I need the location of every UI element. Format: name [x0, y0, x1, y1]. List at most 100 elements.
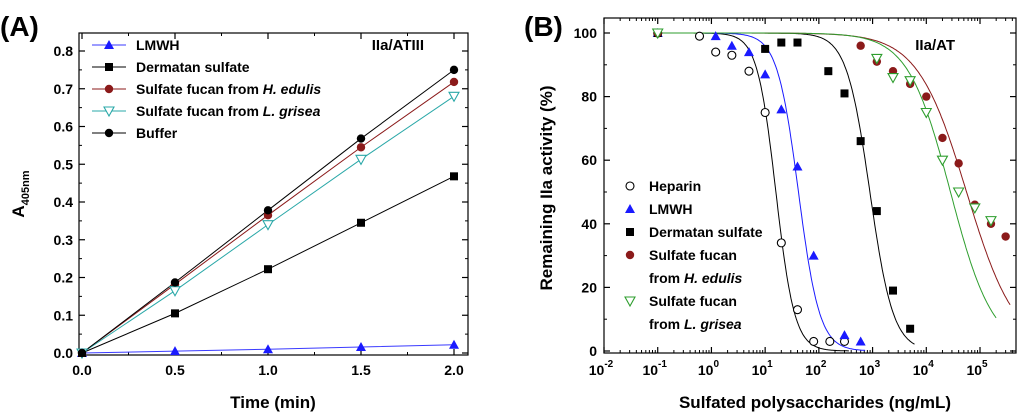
data-point-buffer	[263, 206, 273, 215]
data-point-sulfate-fucan-from-l-grisea	[936, 155, 949, 167]
tick-exponent: 3	[875, 359, 881, 370]
data-point-sulfate-fucan-from-l-grisea	[262, 220, 274, 231]
panel-b-x-tick-label: 103	[859, 359, 881, 378]
panel-b-markers	[651, 28, 1010, 347]
legend-label-part: from	[649, 316, 684, 332]
data-point-buffer	[170, 278, 180, 287]
tick-exponent: 0	[713, 359, 719, 370]
legend-label-heparin: Heparin	[649, 178, 701, 194]
data-point-sulfate-fucan-from-l-grisea	[870, 53, 883, 65]
panel-a-plot-frame	[78, 32, 469, 356]
legend-label-lmwh: LMWH	[136, 37, 180, 53]
panel-a-y-axis-title-group: A405nm	[9, 170, 32, 217]
panel-b-x-tick-label: 10-1	[642, 359, 667, 378]
data-point-heparin	[727, 50, 737, 60]
panel-b-y-tick-label: 20	[581, 279, 597, 295]
panel-a-y-tick-label: 0.5	[54, 156, 74, 172]
panel-b-x-tick-label: 105	[966, 359, 988, 378]
data-point-lmwh	[356, 341, 366, 351]
panel-b-x-tick-label: 10-2	[589, 359, 614, 378]
legend-label-part: Dermatan sulfate	[136, 59, 250, 75]
tick-exponent: -1	[658, 359, 667, 370]
panel-a-x-axis-title: Time (min)	[230, 393, 316, 412]
data-point-lmwh	[855, 336, 866, 346]
data-point-dermatan-sulfate	[824, 67, 833, 76]
panel-b-y-tick-label: 40	[581, 216, 597, 232]
tick-base: 10	[966, 362, 982, 378]
data-point-heparin	[825, 336, 835, 347]
data-point-sulfate-fucan-from-l-grisea	[968, 203, 981, 215]
panel-b-x-axis-title: Sulfated polysaccharides (ng/mL)	[679, 393, 951, 412]
data-point-dermatan-sulfate	[889, 286, 898, 295]
data-point-lmwh	[710, 31, 721, 41]
panel-b-y-tick-label: 80	[581, 89, 597, 105]
legend-label-part: Sulfate fucan	[649, 293, 737, 309]
data-point-sulfate-fucan-from-l-grisea	[985, 216, 997, 227]
legend-marker-lmwh	[625, 204, 635, 213]
tick-exponent: 5	[982, 359, 988, 370]
panel-b-y-tick-label: 60	[581, 152, 597, 168]
data-point-sulfate-fucan-from-h-edulis	[938, 133, 947, 143]
data-point-dermatan-sulfate	[872, 207, 881, 216]
tick-base: 10	[752, 362, 768, 378]
data-point-lmwh	[760, 69, 771, 79]
legend-label-part: Buffer	[136, 125, 178, 141]
panel-a-y-tick-label: 0.0	[54, 345, 74, 361]
legend-label-part: LMWH	[649, 201, 693, 217]
data-point-dermatan-sulfate	[793, 38, 802, 47]
data-point-sulfate-fucan-from-h-edulis	[954, 159, 963, 168]
data-point-heparin	[694, 31, 705, 41]
legend-label-part: Heparin	[649, 178, 701, 194]
legend-label-sulfate-fucan-from-l-grisea: from L. grisea	[649, 316, 742, 332]
data-point-dermatan-sulfate	[450, 172, 458, 181]
panel-b-x-tick-label: 104	[913, 359, 935, 378]
tick-base: 10	[589, 362, 605, 378]
legend-label-sulfate-fucan-from-l-grisea: Sulfate fucan from L. grisea	[136, 103, 321, 119]
data-point-buffer	[77, 348, 87, 358]
legend-marker-dermatan-sulfate	[626, 228, 634, 236]
data-point-lmwh	[449, 339, 459, 349]
legend-label-part: H. edulis	[684, 270, 743, 286]
legend-label-part: LMWH	[136, 37, 180, 53]
data-point-lmwh	[808, 250, 819, 260]
data-point-dermatan-sulfate	[906, 324, 915, 333]
data-point-heparin	[809, 336, 819, 347]
panel-a-y-tick-label: 0.2	[54, 270, 74, 286]
panel-b-corner-label: IIa/AT	[915, 37, 955, 54]
panel-b-y-tick-label: 0	[589, 343, 597, 359]
panel-a-y-axis-title: A405nm	[9, 170, 32, 217]
panel-a-legend: LMWH Dermatan sulfate Sulfate fucan from H…	[92, 37, 321, 141]
tick-base: 10	[859, 362, 875, 378]
data-point-sulfate-fucan-from-h-edulis	[449, 77, 459, 87]
data-point-heparin	[744, 66, 754, 76]
legend-marker-buffer	[104, 128, 114, 138]
data-point-dermatan-sulfate	[856, 137, 865, 146]
data-point-dermatan-sulfate	[777, 38, 786, 47]
legend-label-part: from	[649, 270, 684, 286]
legend-label-part: Sulfate fucan from	[136, 103, 263, 119]
panel-b: (B) IIa/AT Sulfated polysaccharides (ng/…	[524, 11, 1017, 412]
panel-a-x-tick-label: 0.5	[165, 362, 185, 378]
panel-a-label: (A)	[0, 11, 39, 42]
legend-label-part: H. edulis	[263, 81, 322, 97]
panel-a-x-tick-label: 1.0	[258, 362, 278, 378]
panel-a-x-tick-label: 1.5	[351, 362, 371, 378]
panel-a-y-axis-title-sub: 405nm	[20, 170, 32, 205]
series-line-dermatan-sulfate	[81, 175, 455, 354]
legend-label-dermatan-sulfate: Dermatan sulfate	[649, 224, 763, 240]
panel-a-ticks: 0.0 0.5 1.0 1.5 2.0 0.0 0.1 0.2 0.3 0.4 0.5 0.6 0.7 0…	[54, 33, 468, 378]
panel-a-y-tick-label: 0.7	[54, 81, 74, 97]
tick-base: 10	[913, 362, 929, 378]
data-point-heparin	[711, 47, 721, 57]
data-point-sulfate-fucan-from-h-edulis	[922, 92, 931, 101]
tick-base: 10	[805, 362, 821, 378]
panel-a-markers	[76, 65, 460, 360]
data-point-sulfate-fucan-from-l-grisea	[887, 72, 899, 84]
legend-label-part: L. grisea	[263, 103, 321, 119]
data-point-sulfate-fucan-from-h-edulis	[856, 41, 865, 50]
legend-label-part: L. grisea	[684, 316, 742, 332]
panel-a-y-axis-title-main: A	[9, 205, 28, 217]
data-point-lmwh	[170, 346, 180, 356]
data-point-sulfate-fucan-from-l-grisea	[952, 187, 965, 199]
